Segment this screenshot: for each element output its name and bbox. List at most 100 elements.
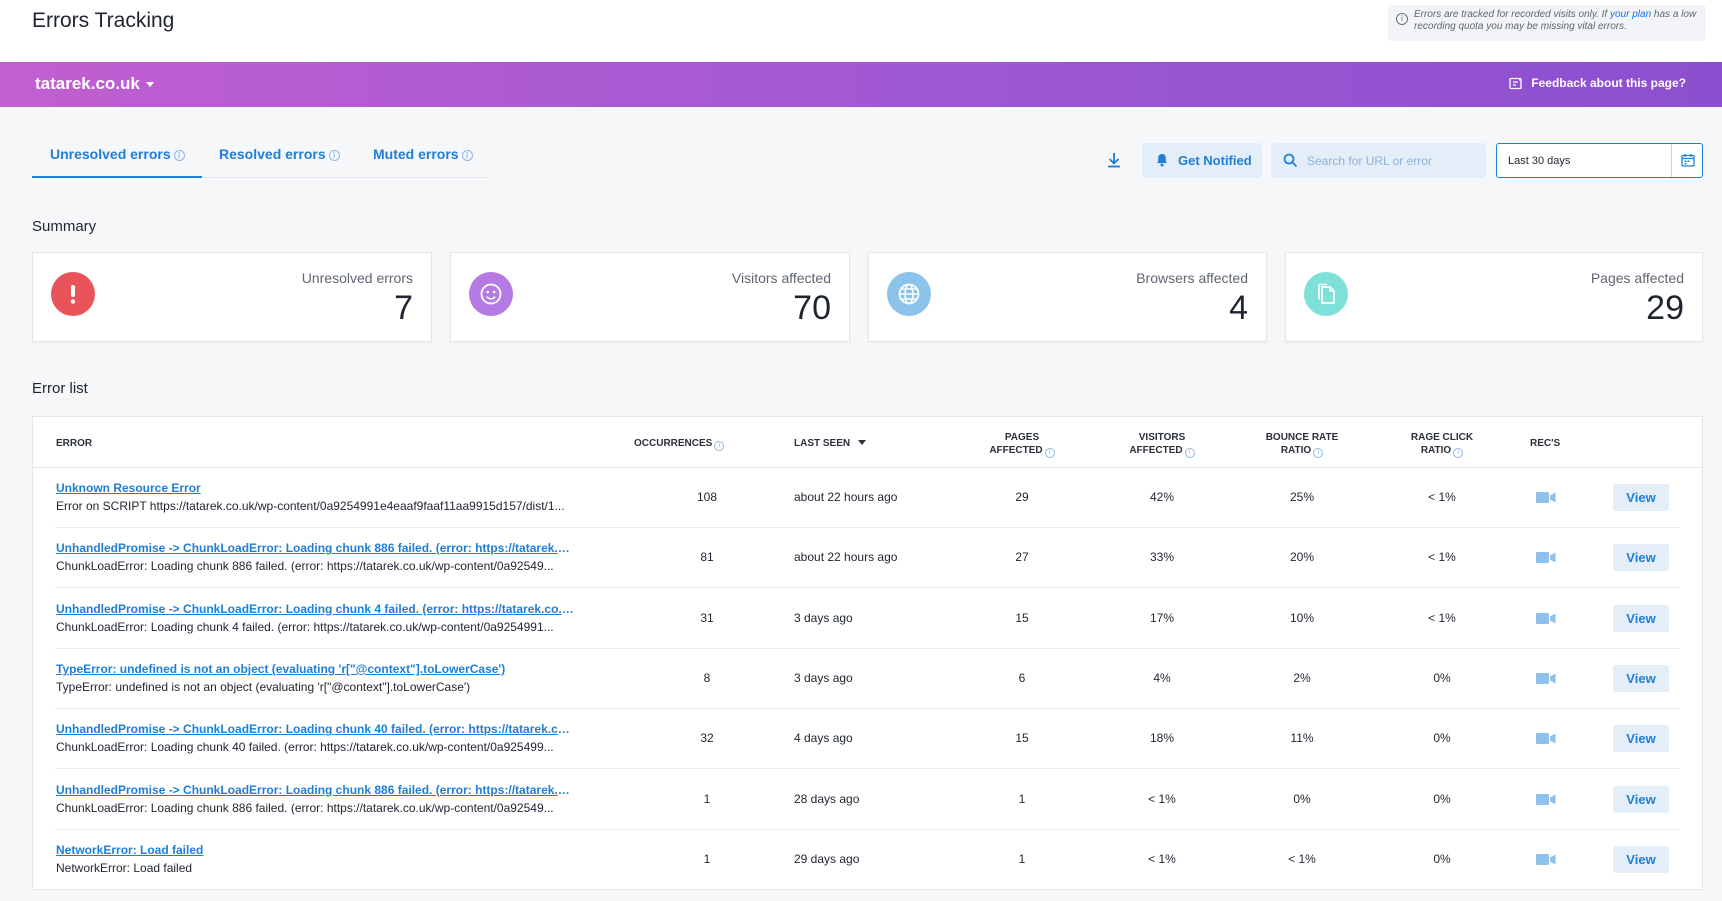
site-selector[interactable]: tatarek.co.uk	[35, 74, 154, 94]
info-icon: i	[173, 150, 185, 161]
download-icon	[1108, 153, 1120, 168]
error-detail: ChunkLoadError: Loading chunk 40 failed.…	[56, 740, 554, 755]
your-plan-link[interactable]: your plan	[1610, 9, 1652, 20]
error-detail: Error on SCRIPT https://tatarek.co.uk/wp…	[56, 499, 565, 513]
get-notified-button[interactable]: Get Notified	[1142, 143, 1262, 178]
visitors-affected-value: 33%	[1149, 550, 1175, 565]
row-divider	[55, 647, 1680, 649]
calendar-button[interactable]	[1671, 144, 1702, 177]
tab-label: Resolved errors	[219, 146, 326, 162]
recordings-button[interactable]	[1536, 612, 1556, 630]
error-detail: ChunkLoadError: Loading chunk 886 failed…	[56, 800, 554, 815]
get-notified-label: Get Notified	[1178, 153, 1252, 168]
recordings-button[interactable]	[1536, 672, 1556, 690]
error-detail: TypeError: undefined is not an object (e…	[56, 679, 471, 694]
error-title-link[interactable]: TypeError: undefined is not an object (e…	[56, 661, 506, 676]
summary-card-visitors-affected: Visitors affected 70	[450, 252, 850, 342]
globe-icon	[887, 272, 931, 316]
video-camera-icon	[1536, 853, 1556, 865]
video-camera-icon	[1536, 612, 1556, 624]
column-header-occurrences[interactable]: OCCURRENCES i	[634, 437, 725, 451]
pages-affected-value: 15	[1015, 610, 1029, 625]
occurrences-value: 1	[703, 851, 711, 866]
table-row: UnhandledPromise -> ChunkLoadError: Load…	[33, 528, 1702, 589]
video-camera-icon	[1536, 492, 1556, 503]
last-seen-value: about 22 hours ago	[794, 490, 898, 504]
view-button[interactable]: View	[1613, 725, 1669, 753]
pages-icon	[1304, 272, 1348, 316]
bounce-rate-value: 25%	[1289, 490, 1315, 504]
download-button[interactable]	[1104, 150, 1124, 170]
recording-notice: i Errors are tracked for recorded visits…	[1388, 5, 1706, 41]
bounce-rate-value: 2%	[1293, 670, 1311, 685]
error-title-link[interactable]: UnhandledPromise -> ChunkLoadError: Load…	[56, 541, 576, 556]
column-header-bounce-rate[interactable]: BOUNCE RATE RATIO i	[1247, 431, 1357, 458]
last-seen-value: about 22 hours ago	[794, 550, 898, 565]
card-label: Browsers affected	[1136, 270, 1248, 286]
calendar-icon	[1681, 154, 1695, 167]
video-camera-icon	[1536, 733, 1556, 745]
bounce-rate-value: 10%	[1289, 610, 1315, 625]
tab-muted-errors[interactable]: Muted errors i	[373, 146, 473, 162]
column-header-rage-click[interactable]: RAGE CLICK RATIO i	[1387, 431, 1497, 458]
view-button[interactable]: View	[1613, 785, 1669, 813]
chevron-down-icon	[145, 82, 154, 88]
error-table: ERROR OCCURRENCES i LAST SEEN PAGES AFFECT…	[32, 416, 1703, 890]
site-banner: tatarek.co.uk Feedback about this page?	[0, 62, 1722, 107]
visitors-affected-value: < 1%	[1148, 791, 1176, 806]
last-seen-value: 29 days ago	[794, 851, 860, 866]
search-icon	[1283, 153, 1298, 168]
tab-resolved-errors[interactable]: Resolved errors i	[219, 146, 340, 162]
header-label: ERROR	[56, 438, 93, 449]
recordings-button[interactable]	[1536, 551, 1556, 569]
header-divider	[33, 467, 1702, 468]
error-title-link[interactable]: Unknown Resource Error	[56, 481, 201, 495]
recordings-button[interactable]	[1536, 491, 1556, 509]
last-seen-value: 3 days ago	[794, 670, 853, 685]
visitors-affected-value: 17%	[1149, 610, 1175, 625]
video-camera-icon	[1536, 672, 1556, 684]
notice-text-pre: Errors are tracked for recorded visits o…	[1414, 9, 1610, 20]
column-header-visitors-affected[interactable]: VISITORS AFFECTED i	[1107, 431, 1217, 458]
row-divider	[55, 768, 1680, 770]
date-range-picker[interactable]: Last 30 days	[1496, 143, 1703, 178]
view-button[interactable]: View	[1613, 845, 1669, 873]
site-name: tatarek.co.uk	[35, 74, 140, 93]
summary-card-pages-affected: Pages affected 29	[1285, 252, 1703, 342]
rage-click-value: 0%	[1433, 670, 1451, 685]
date-range-value: Last 30 days	[1508, 155, 1571, 167]
bounce-rate-value: 11%	[1290, 731, 1314, 746]
search-input[interactable]	[1307, 151, 1477, 171]
column-header-pages-affected[interactable]: PAGES AFFECTED i	[967, 431, 1077, 458]
search-box	[1271, 143, 1486, 178]
tab-label: Unresolved errors	[50, 146, 171, 162]
view-button[interactable]: View	[1613, 484, 1669, 511]
table-row: TypeError: undefined is not an object (e…	[33, 649, 1702, 709]
rage-click-value: 0%	[1433, 731, 1451, 746]
header-label: LAST SEEN	[794, 438, 851, 449]
row-divider	[55, 527, 1680, 528]
error-title-link[interactable]: UnhandledPromise -> ChunkLoadError: Load…	[56, 601, 576, 616]
view-button[interactable]: View	[1613, 604, 1669, 632]
column-header-error[interactable]: ERROR	[56, 437, 92, 450]
tab-unresolved-errors[interactable]: Unresolved errors i	[32, 146, 202, 178]
occurrences-value: 81	[700, 550, 714, 565]
card-label: Unresolved errors	[301, 270, 413, 286]
recordings-button[interactable]	[1536, 732, 1556, 750]
recordings-button[interactable]	[1536, 793, 1556, 811]
alert-icon	[51, 272, 95, 316]
feedback-button[interactable]: Feedback about this page?	[1509, 76, 1686, 90]
view-button[interactable]: View	[1613, 544, 1669, 572]
column-header-last-seen[interactable]: LAST SEEN	[794, 437, 867, 450]
info-icon: i	[1044, 448, 1055, 458]
pages-affected-value: 27	[1015, 550, 1029, 565]
recordings-button[interactable]	[1536, 853, 1556, 871]
error-title-link[interactable]: UnhandledPromise -> ChunkLoadError: Load…	[56, 722, 576, 737]
error-title-link[interactable]: UnhandledPromise -> ChunkLoadError: Load…	[56, 782, 576, 797]
header-label: VISITORS	[1138, 432, 1186, 443]
error-title-link[interactable]: NetworkError: Load failed	[56, 842, 204, 857]
table-row: Unknown Resource Error Error on SCRIPT h…	[33, 468, 1702, 528]
view-button[interactable]: View	[1613, 664, 1669, 692]
rage-click-value: < 1%	[1428, 550, 1456, 565]
table-row: UnhandledPromise -> ChunkLoadError: Load…	[33, 709, 1702, 770]
